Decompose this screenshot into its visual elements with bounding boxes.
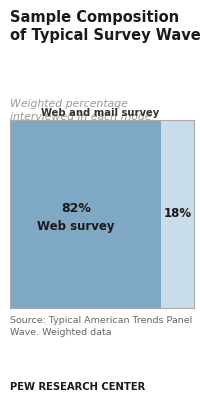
Text: Source: Typical American Trends Panel
Wave. Weighted data: Source: Typical American Trends Panel Wa… — [10, 316, 192, 337]
Bar — [10, 120, 161, 308]
Text: Web survey: Web survey — [37, 221, 115, 233]
Text: Weighted percentage
interviewed in each mode: Weighted percentage interviewed in each … — [10, 99, 152, 122]
Text: Sample Composition
of Typical Survey Wave: Sample Composition of Typical Survey Wav… — [10, 10, 200, 43]
Text: PEW RESEARCH CENTER: PEW RESEARCH CENTER — [10, 382, 145, 392]
Bar — [161, 120, 194, 308]
Text: Web and mail survey: Web and mail survey — [41, 108, 159, 118]
Text: 18%: 18% — [163, 207, 192, 220]
Text: 82%: 82% — [61, 202, 91, 215]
